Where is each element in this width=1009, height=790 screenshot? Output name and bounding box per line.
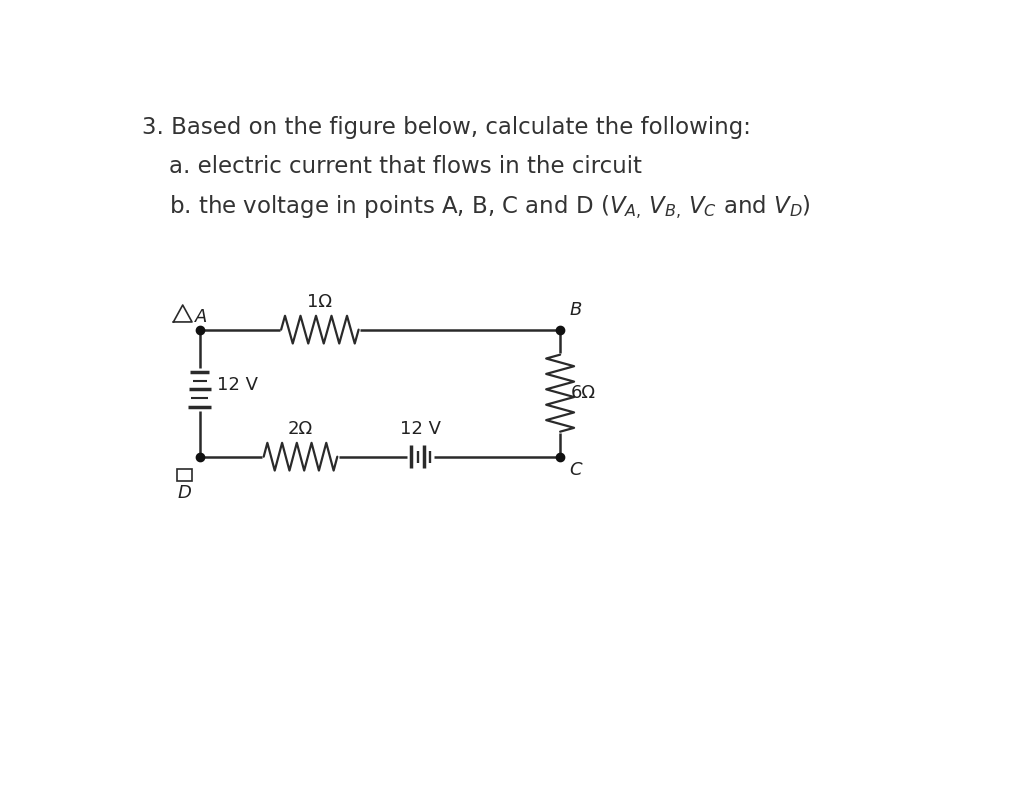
Text: 12 V: 12 V	[217, 377, 258, 394]
Text: b. the voltage in points A, B, C and D ($\mathit{V}_{\mathit{A}\mathit{,}}$ $\ma: b. the voltage in points A, B, C and D (…	[169, 194, 810, 221]
Text: 3. Based on the figure below, calculate the following:: 3. Based on the figure below, calculate …	[141, 116, 751, 139]
Text: D: D	[178, 484, 191, 502]
Text: 2Ω: 2Ω	[288, 420, 313, 438]
Text: A: A	[195, 308, 208, 326]
Text: 12 V: 12 V	[401, 420, 441, 438]
Text: B: B	[569, 301, 582, 319]
Text: a. electric current that flows in the circuit: a. electric current that flows in the ci…	[169, 155, 642, 178]
Text: 1Ω: 1Ω	[308, 293, 332, 311]
Text: 6Ω: 6Ω	[571, 384, 596, 402]
Text: C: C	[569, 461, 582, 480]
